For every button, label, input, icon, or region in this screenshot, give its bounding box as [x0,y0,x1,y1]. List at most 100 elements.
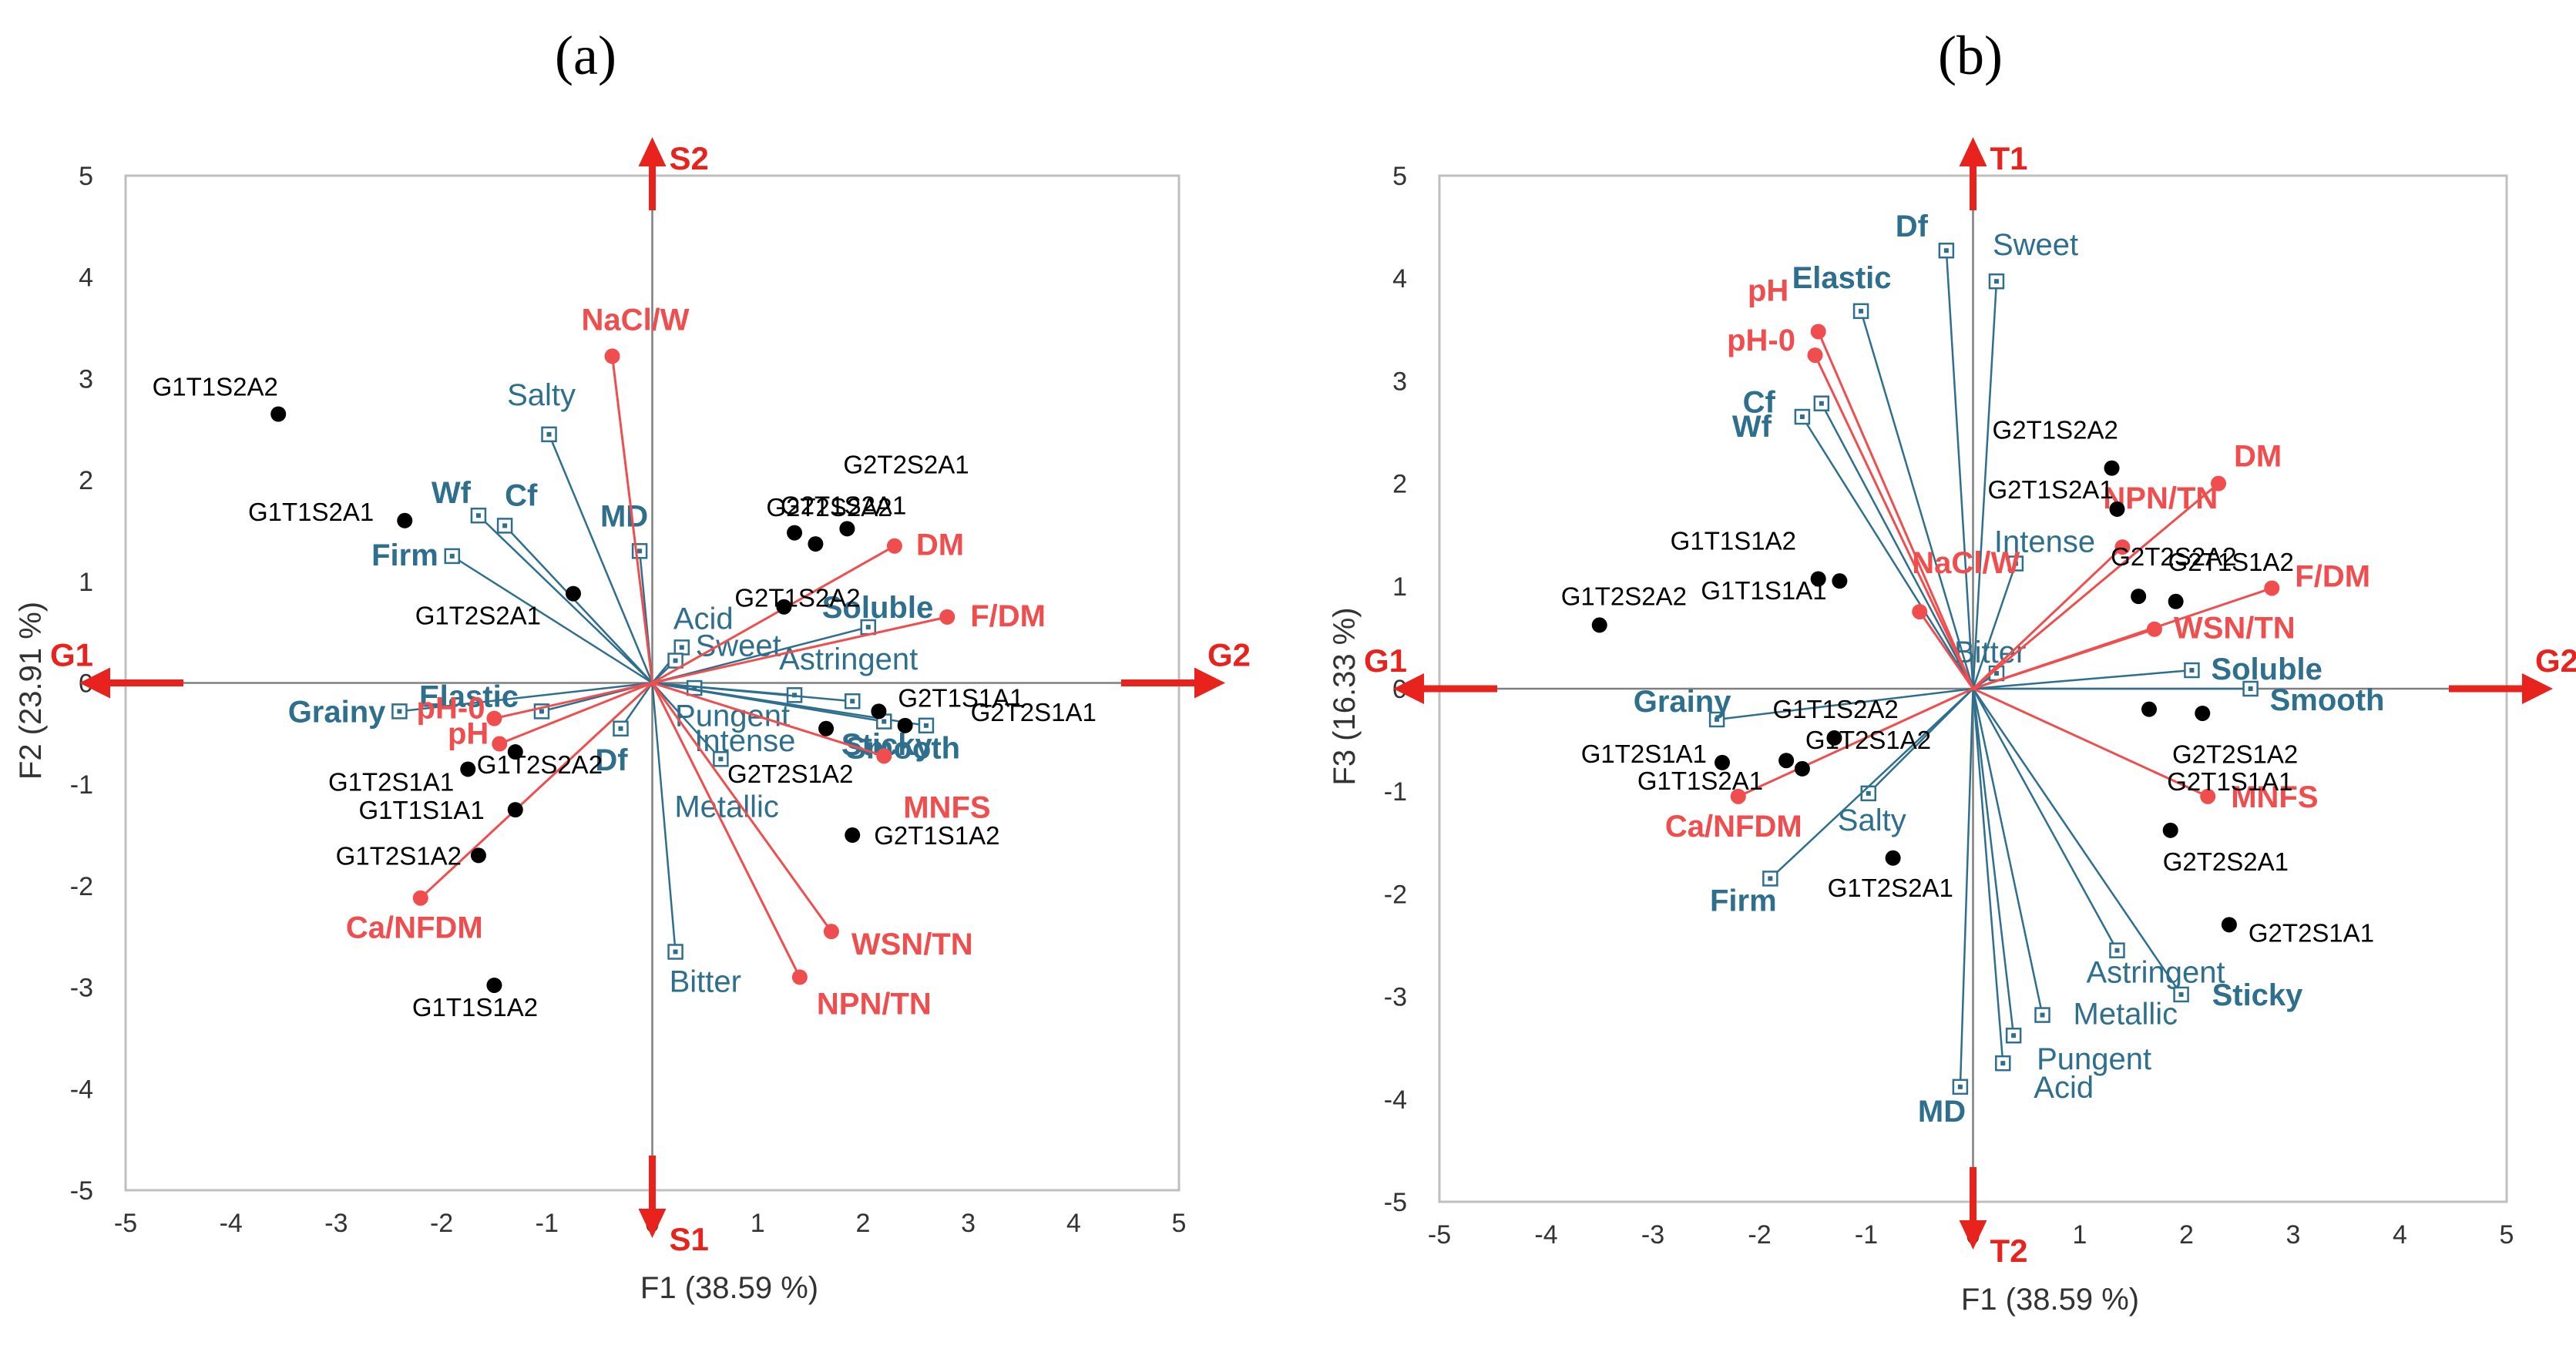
panel-a-label: (a) [555,25,616,86]
y-tick-label: 5 [1392,162,1407,191]
point-g2t2s2a1 [839,521,855,537]
vector-sweet [1972,281,1998,689]
marker-nacl-w [604,348,620,364]
point-label-g1t2s1a1: G1T2S1A1 [328,767,454,796]
label-salty: Salty [507,378,576,412]
x-tick-label: 5 [1172,1209,1187,1238]
marker-ph [1810,324,1826,340]
vector-mnfs [652,682,885,757]
point-g2t2s2a2 [808,536,824,552]
marker-ca-nfdm [412,890,428,906]
marker-dot-soluble [865,625,871,630]
point-label-g1t2s2a1: G1T2S2A1 [1828,874,1953,902]
label-smooth: Smooth [845,732,960,766]
direction-arrowhead-left [1393,673,1424,704]
marker-dm [886,538,902,554]
y-tick-label: -1 [1384,777,1407,807]
label-mnfs: MNFS [2231,780,2318,814]
vector-mnfs [1972,687,2208,798]
point-g1t2s1a2 [470,847,486,864]
y-tick-label: -5 [1384,1188,1407,1217]
marker-dot-bitter [1993,671,1999,676]
point-g2t1s2a2 [2104,460,2120,476]
marker-mnfs [876,748,892,764]
marker-dot-cf [1819,401,1824,406]
marker-ph-0 [486,710,502,726]
point-g2t2s2a2 [2131,589,2147,605]
point-g2t1s2a1 [787,525,803,541]
point-g1t1s2a1 [1778,753,1795,769]
point-g1t1s1a1 [1832,573,1848,589]
y-tick-label: 3 [1392,367,1407,396]
point-label-g1t1s2a1: G1T1S2A1 [1637,767,1763,795]
y-tick-label: 1 [79,568,93,597]
label-astringent: Astringent [779,642,918,676]
vector-wsn-tn [651,682,833,933]
x-tick-label: 2 [2179,1220,2194,1250]
point-label-g1t1s1a2: G1T1S1A2 [412,993,538,1022]
point-label-g1t1s2a2: G1T1S2A2 [153,372,278,401]
label-md: MD [600,499,648,533]
vector-salty [548,434,653,683]
vector-cf [1820,403,1974,689]
direction-arrowhead-bottom [638,1209,667,1238]
vector-wf [478,515,653,684]
point-label-g1t1s2a2: G1T1S2A2 [1772,695,1898,723]
direction-arrowhead-right [2522,673,2553,704]
biplot-panel-b: (b) -5-4-3-2-1012345543210-1-2-3-4-5F1 (… [1328,25,2576,1317]
marker-dot-smooth [2248,686,2253,691]
point-label-g2t2s1a1: G2T2S1A1 [971,698,1097,726]
marker-f-dm [2264,580,2280,596]
direction-label-bottom: T2 [1990,1233,2028,1269]
vector-npn-tn [1972,546,2124,690]
marker-dot-intense [850,699,855,704]
vector-ph [1817,330,1974,689]
point-label-g1t2s2a2: G1T2S2A2 [477,750,603,779]
x-tick-label: 5 [2500,1220,2514,1250]
vector-astringent [1972,688,2118,951]
label-bitter: Bitter [670,965,741,999]
x-tick-label: 3 [961,1209,976,1238]
point-g1t2s2a1 [565,585,581,602]
vector-intense [652,682,853,703]
biplot-panel-a: (a) -5-4-3-2-1012345543210-1-2-3-4-5F1 (… [14,25,1251,1305]
y-axis-title: F2 (23.91 %) [14,602,48,780]
point-g2t1s2a1 [2109,501,2125,517]
marker-dot-cf [502,523,508,528]
vector-ph-0 [494,682,653,720]
marker-dot-metallic [718,757,724,762]
label-metallic: Metallic [674,790,779,824]
label-bitter: Bitter [1954,636,2026,669]
point-g1t1s2a2 [1826,730,1842,746]
label-grainy: Grainy [288,695,386,729]
point-label-g1t2s1a1: G1T2S1A1 [1581,740,1707,768]
point-g2t1s1a2 [2168,593,2184,609]
direction-arrowhead-top [1959,137,1987,166]
x-tick-label: 4 [1066,1209,1081,1238]
vector-ph [499,682,653,745]
y-tick-label: -3 [70,974,93,1003]
marker-dot-salty [546,431,552,437]
label-nacl-w: NaCl/W [582,303,690,337]
vector-grainy [399,682,653,713]
x-tick-label: 1 [751,1209,765,1238]
marker-wsn-tn [2146,621,2162,637]
vector-dm [651,545,895,684]
label-pungent: Pungent [2037,1042,2151,1076]
marker-dot-sticky [2178,991,2184,997]
point-label-g1t1s2a1: G1T1S2A1 [248,498,374,526]
vector-md [1959,688,1974,1087]
label-df: Df [595,743,628,777]
label-dm: DM [2234,440,2282,474]
x-tick-label: -1 [536,1209,559,1238]
marker-ph [492,736,508,752]
y-tick-label: 3 [79,364,93,394]
marker-dot-metallic [2040,1012,2045,1018]
point-label-g2t2s2a1: G2T2S2A1 [843,450,969,478]
y-tick-label: -1 [70,770,93,800]
point-label-g1t1s1a2: G1T1S1A2 [1671,526,1796,555]
y-tick-label: 2 [1392,470,1407,499]
point-g2t1s1a2 [845,827,861,844]
x-axis-title: F1 (38.59 %) [1961,1283,2139,1317]
